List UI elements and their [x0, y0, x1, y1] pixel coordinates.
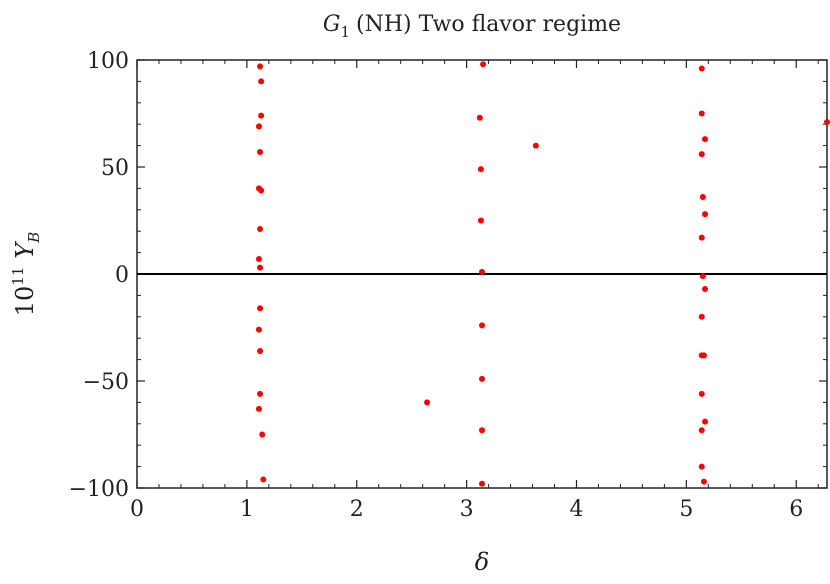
x-tick-label: 2: [350, 497, 364, 522]
x-tick-label: 4: [569, 497, 583, 522]
title-symbol: G: [323, 12, 341, 37]
y-tick-label: 0: [115, 263, 129, 288]
data-point: [255, 326, 262, 333]
data-point: [255, 405, 262, 412]
data-point: [702, 418, 709, 425]
data-point: [258, 78, 265, 85]
chart-title: G1 (NH) Two flavor regime: [323, 12, 621, 41]
data-point: [702, 285, 709, 292]
y-label-symbol: Y: [11, 241, 39, 259]
data-point: [700, 478, 707, 485]
y-axis-ticks: −100 −50 0 50 100: [69, 49, 827, 502]
data-point: [476, 114, 483, 121]
data-point: [259, 431, 266, 438]
y-tick-label: 50: [101, 156, 129, 181]
y-label-base: 10: [11, 286, 39, 317]
data-point: [257, 63, 264, 70]
data-point: [257, 226, 264, 233]
data-point: [257, 390, 264, 397]
x-tick-label: 5: [679, 497, 693, 522]
data-point: [258, 112, 265, 119]
data-point: [698, 390, 705, 397]
data-point: [698, 463, 705, 470]
data-point: [257, 305, 264, 312]
data-point: [698, 313, 705, 320]
data-point: [260, 476, 267, 483]
data-point: [258, 187, 265, 194]
x-axis-label: δ: [475, 548, 489, 576]
data-point: [257, 348, 264, 355]
data-point: [702, 211, 709, 218]
x-tick-label: 1: [240, 497, 254, 522]
y-axis-label: 1011 YB: [9, 232, 43, 317]
y-label-subscript: B: [25, 232, 43, 244]
data-point: [698, 151, 705, 158]
x-tick-label: 3: [460, 497, 474, 522]
data-points: [255, 61, 830, 487]
data-point: [480, 61, 487, 68]
data-point: [477, 166, 484, 173]
data-point: [257, 149, 264, 156]
data-point: [698, 352, 705, 359]
data-point: [479, 427, 485, 434]
data-point: [702, 136, 709, 143]
title-subscript: 1: [340, 23, 350, 41]
data-point: [698, 65, 705, 72]
data-point: [255, 256, 262, 263]
x-tick-label: 0: [130, 497, 144, 522]
data-point: [479, 480, 485, 487]
y-label-exponent: 11: [9, 267, 27, 286]
data-point: [532, 142, 539, 149]
x-axis-ticks: 0 1 2 3 4 5 6: [130, 60, 819, 522]
data-point: [479, 322, 485, 329]
data-point: [699, 193, 706, 200]
y-tick-label: −100: [69, 477, 129, 502]
x-tick-label: 6: [789, 497, 803, 522]
data-point: [255, 123, 262, 130]
data-point: [479, 268, 485, 275]
data-point: [257, 264, 264, 271]
data-point: [698, 427, 705, 434]
y-tick-label: −50: [83, 370, 129, 395]
data-point: [698, 234, 705, 241]
y-tick-label: 100: [87, 49, 129, 74]
data-point: [824, 119, 830, 126]
data-point: [479, 375, 485, 382]
title-rest: (NH) Two flavor regime: [356, 12, 621, 37]
data-point: [698, 110, 705, 117]
data-point: [699, 273, 706, 280]
data-point: [477, 217, 484, 224]
data-point: [424, 399, 431, 406]
